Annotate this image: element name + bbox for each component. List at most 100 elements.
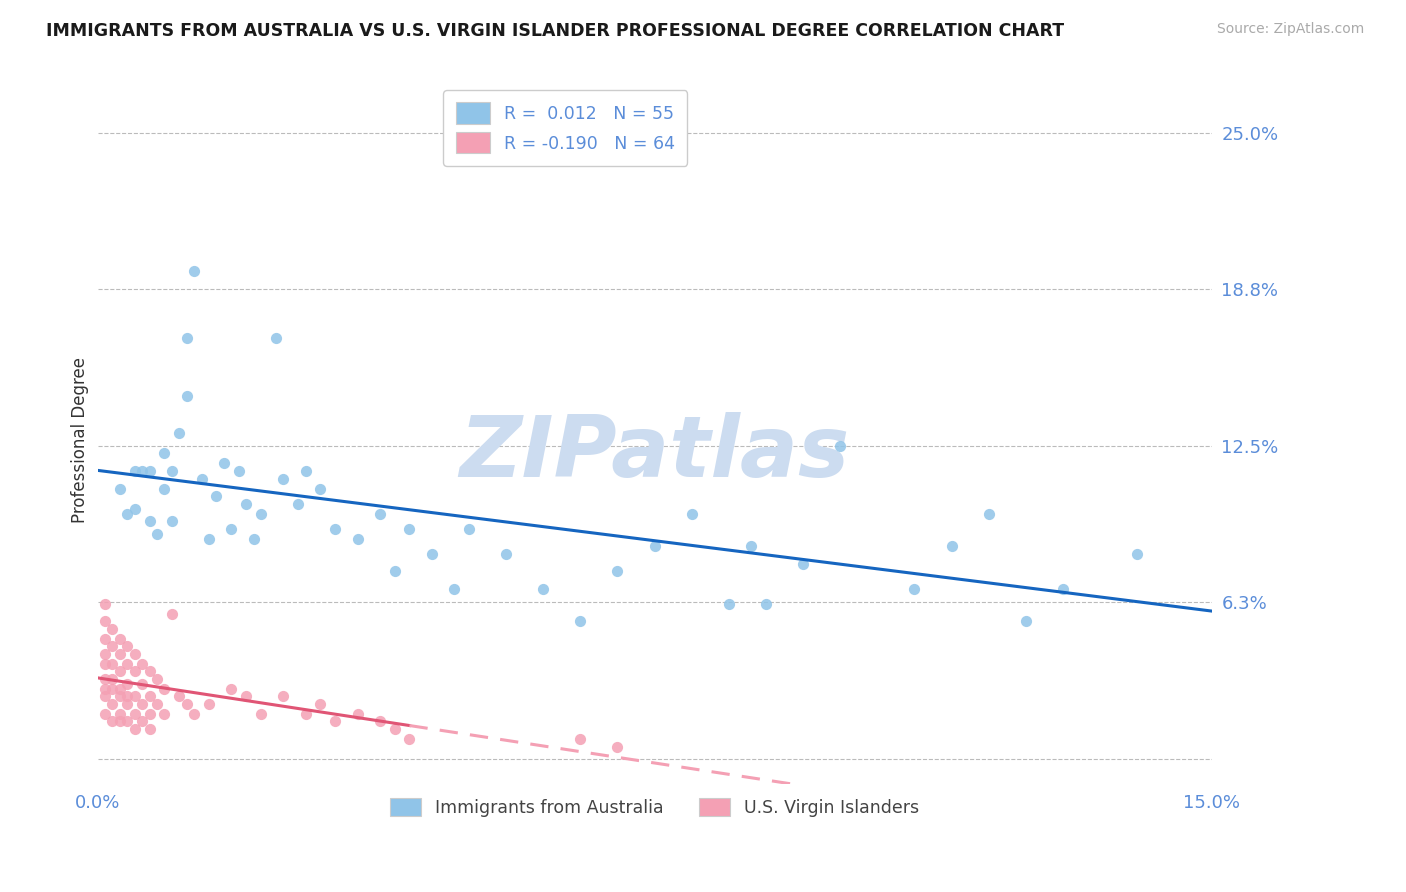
Point (176, 389, 198, 403)
Text: ZIPatlas: ZIPatlas (460, 412, 849, 495)
Point (205, 489, 228, 503)
Point (228, 464, 250, 478)
Point (398, 522, 420, 536)
Point (250, 706, 273, 721)
Point (167, 690, 190, 704)
Point (167, 426, 190, 441)
Point (117, 640, 139, 654)
Point (124, 722, 146, 736)
Point (198, 532, 221, 546)
Point (138, 706, 160, 721)
Y-axis label: Professional Degree: Professional Degree (72, 357, 89, 523)
Point (368, 714, 391, 729)
Point (101, 622, 124, 636)
Text: Source: ZipAtlas.com: Source: ZipAtlas.com (1216, 22, 1364, 37)
Point (384, 722, 406, 736)
Point (176, 697, 198, 711)
Point (124, 690, 146, 704)
Point (309, 482, 332, 496)
Point (108, 714, 131, 729)
Point (108, 690, 131, 704)
Point (160, 464, 183, 478)
Point (941, 539, 963, 553)
Point (977, 507, 1000, 521)
Point (792, 557, 814, 571)
Point (1015, 614, 1038, 628)
Point (94, 690, 117, 704)
Point (101, 697, 124, 711)
Point (117, 690, 139, 704)
Point (94, 647, 117, 661)
Point (384, 564, 406, 578)
Point (294, 706, 316, 721)
Point (420, 547, 443, 561)
Point (606, 564, 628, 578)
Point (117, 677, 139, 691)
Point (101, 681, 124, 696)
Point (101, 672, 124, 686)
Point (124, 501, 146, 516)
Point (183, 263, 205, 277)
Point (287, 497, 309, 511)
Point (124, 706, 146, 721)
Point (94, 706, 117, 721)
Point (131, 714, 153, 729)
Point (264, 331, 287, 345)
Point (117, 657, 139, 671)
Point (323, 522, 346, 536)
Point (101, 640, 124, 654)
Point (495, 547, 517, 561)
Point (131, 697, 153, 711)
Point (190, 471, 212, 485)
Point (176, 331, 198, 345)
Point (124, 647, 146, 661)
Point (457, 522, 479, 536)
Point (138, 690, 160, 704)
Legend: Immigrants from Australia, U.S. Virgin Islanders: Immigrants from Australia, U.S. Virgin I… (384, 791, 927, 823)
Point (117, 714, 139, 729)
Point (1126, 547, 1149, 561)
Point (146, 672, 169, 686)
Point (212, 457, 235, 471)
Point (94, 597, 117, 611)
Point (94, 681, 117, 696)
Point (138, 514, 160, 528)
Point (153, 706, 176, 721)
Point (108, 665, 131, 679)
Point (368, 507, 391, 521)
Point (398, 731, 420, 746)
Point (146, 697, 169, 711)
Point (153, 681, 176, 696)
Point (94, 657, 117, 671)
Point (101, 714, 124, 729)
Point (271, 471, 294, 485)
Point (644, 539, 666, 553)
Point (346, 706, 368, 721)
Point (830, 439, 852, 453)
Point (131, 677, 153, 691)
Point (108, 681, 131, 696)
Point (138, 464, 160, 478)
Point (101, 657, 124, 671)
Point (117, 697, 139, 711)
Point (242, 532, 264, 546)
Point (740, 539, 762, 553)
Point (309, 697, 332, 711)
Point (198, 697, 221, 711)
Point (153, 446, 176, 460)
Point (903, 582, 925, 596)
Point (138, 722, 160, 736)
Point (1052, 582, 1074, 596)
Point (346, 532, 368, 546)
Point (219, 681, 242, 696)
Point (235, 497, 257, 511)
Point (569, 731, 592, 746)
Point (219, 522, 242, 536)
Point (94, 672, 117, 686)
Point (717, 597, 740, 611)
Point (153, 482, 176, 496)
Point (443, 582, 465, 596)
Point (108, 706, 131, 721)
Point (755, 597, 778, 611)
Point (183, 706, 205, 721)
